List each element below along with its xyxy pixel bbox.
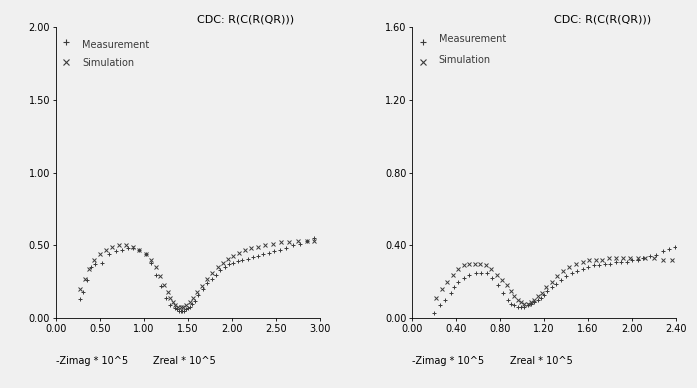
Title: CDC: R(C(R(QR))): CDC: R(C(R(QR))) [553,15,651,25]
Text: Zreal * 10^5: Zreal * 10^5 [153,356,216,366]
Text: -Zimag * 10^5: -Zimag * 10^5 [56,356,128,366]
Title: CDC: R(C(R(QR))): CDC: R(C(R(QR))) [197,15,294,25]
Text: Zreal * 10^5: Zreal * 10^5 [510,356,572,366]
Text: -Zimag * 10^5: -Zimag * 10^5 [412,356,484,366]
Text: Simulation: Simulation [438,55,491,65]
Text: Simulation: Simulation [82,58,135,68]
Text: Measurement: Measurement [82,40,149,50]
Text: Measurement: Measurement [438,35,506,45]
